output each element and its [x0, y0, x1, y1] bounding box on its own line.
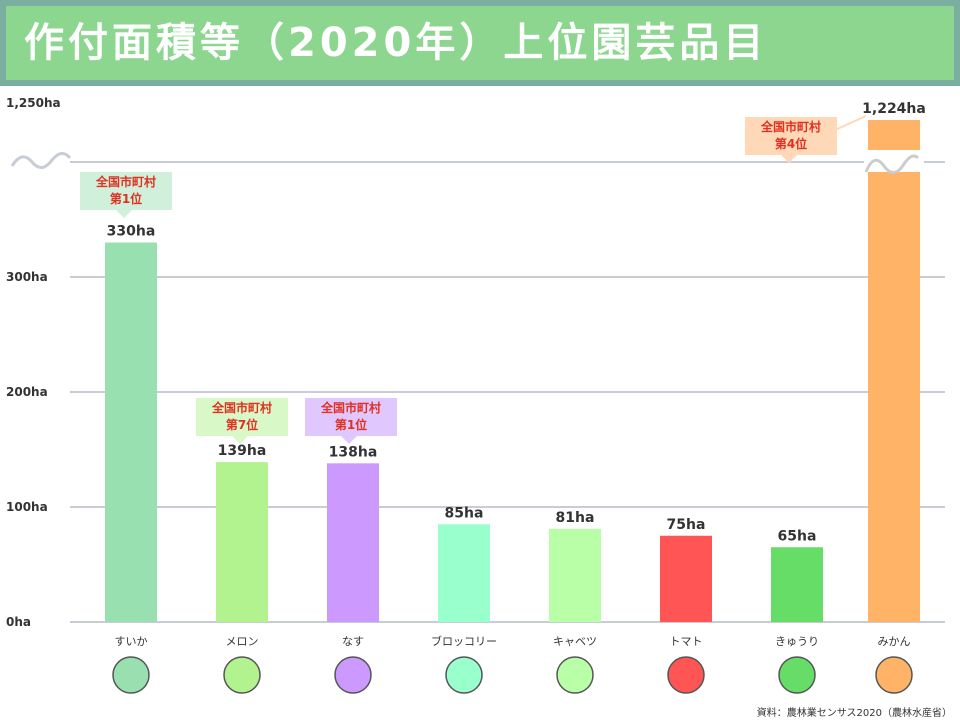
category-label: キャベツ	[553, 635, 597, 648]
bar-5	[660, 535, 712, 622]
tomato-icon	[667, 656, 705, 694]
watermelon-icon	[112, 656, 150, 694]
page-title: 作付面積等（2020年）上位園芸品目	[6, 6, 954, 80]
bar-6	[771, 547, 823, 622]
data-label: 330ha	[107, 224, 156, 240]
cucumber-icon	[778, 656, 816, 694]
callout-pointer	[834, 115, 867, 131]
callout-text: 全国市町村	[211, 401, 272, 415]
broccoli-icon	[445, 656, 483, 694]
bar-4	[549, 528, 601, 622]
category-label: きゅうり	[775, 635, 819, 648]
bar-2	[327, 463, 379, 622]
category-label: すいか	[115, 635, 148, 648]
cabbage-icon	[556, 656, 594, 694]
category-label: ブロッコリー	[431, 634, 497, 648]
data-label: 65ha	[778, 528, 817, 544]
data-label: 81ha	[556, 510, 595, 526]
callout-text: 第1位	[334, 418, 368, 432]
data-label: 139ha	[218, 443, 267, 459]
bar-break-gap	[864, 150, 924, 172]
rank-callout: 全国市町村第1位	[80, 172, 172, 218]
callout-text: 全国市町村	[320, 401, 381, 415]
y-tick-label: 200ha	[6, 385, 48, 399]
title-banner: 作付面積等（2020年）上位園芸品目	[0, 0, 960, 86]
callout-text: 第7位	[225, 418, 259, 432]
rank-callout: 全国市町村第1位	[305, 398, 397, 444]
melon-icon	[223, 656, 261, 694]
rank-callout: 全国市町村第7位	[196, 398, 288, 444]
y-tick-label: 1,250ha	[6, 96, 61, 110]
axis-break-mark	[10, 152, 72, 169]
data-label: 75ha	[667, 517, 706, 533]
mandarin-orange-icon	[875, 656, 913, 694]
category-label: みかん	[878, 635, 911, 648]
callout-text: 第1位	[109, 192, 143, 206]
bar-3	[438, 524, 490, 622]
eggplant-icon	[334, 656, 372, 694]
data-label: 1,224ha	[862, 101, 926, 117]
bar-1	[216, 462, 268, 622]
y-tick-label: 300ha	[6, 270, 48, 284]
callout-text: 全国市町村	[760, 120, 821, 134]
source-note: 資料：農林業センサス2020（農林水産省）	[756, 708, 952, 719]
bar-0	[105, 242, 157, 622]
category-label: メロン	[226, 635, 259, 648]
data-label: 138ha	[329, 444, 378, 460]
category-label: なす	[342, 635, 364, 648]
data-label: 85ha	[445, 505, 484, 521]
y-tick-label: 100ha	[6, 500, 48, 514]
category-label: トマト	[670, 635, 703, 648]
axis-break-mark	[864, 154, 920, 174]
callout-text: 第4位	[774, 137, 808, 151]
callout-text: 全国市町村	[95, 175, 156, 189]
rank-callout: 全国市町村第4位	[745, 117, 837, 163]
bar-7	[868, 120, 920, 622]
y-tick-label: 0ha	[6, 615, 31, 629]
